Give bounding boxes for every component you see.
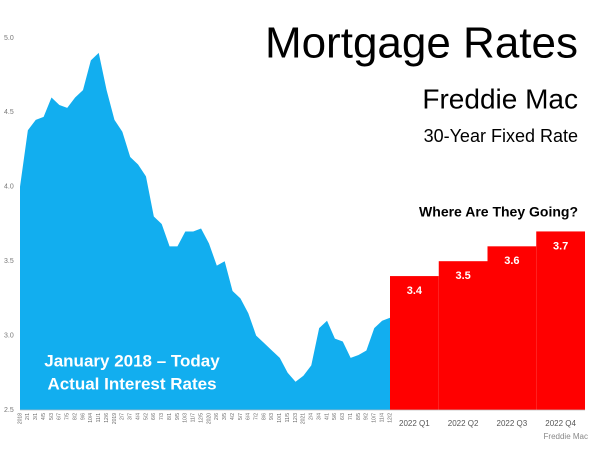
x-tick-label: 9/6	[80, 413, 86, 420]
x-tick-label: 2/7	[120, 413, 126, 420]
x-tick-label: 7/3	[159, 413, 165, 420]
x-tick-label: 4/4	[135, 413, 141, 420]
x-tick-label: 10/7	[372, 413, 378, 423]
forecast-title: Where Are They Going?	[419, 204, 578, 220]
x-tick-label: 7/2	[253, 413, 259, 420]
x-tick-label: 6/3	[340, 413, 346, 420]
y-tick-label: 3.5	[4, 258, 14, 265]
x-tick-label: 9/2	[364, 413, 370, 420]
value-label: 3.5	[455, 270, 470, 282]
x-tick-label: 4/1	[324, 413, 330, 420]
chart-caption: 30-Year Fixed Rate	[424, 126, 578, 146]
x-tick-label: 10/3	[183, 413, 189, 423]
x-tick-label: 6/6	[151, 413, 157, 420]
y-tick-label: 4.0	[4, 184, 14, 191]
x-tick-label: 12/3	[293, 413, 299, 423]
x-tick-label: 9/5	[175, 413, 181, 420]
chart-subtitle: Freddie Mac	[422, 83, 578, 114]
chart-title: Mortgage Rates	[265, 19, 578, 68]
x-tick-label: 2022 Q1	[399, 419, 430, 428]
source: Freddie Mac	[544, 432, 588, 441]
x-tick-label: 4/2	[230, 413, 236, 420]
annotation: January 2018 – Today	[44, 351, 220, 370]
bar	[390, 276, 439, 410]
x-tick-label: 5/3	[49, 413, 55, 420]
x-tick-label: 2/1	[25, 413, 31, 420]
x-tick-label: 5/2	[143, 413, 149, 420]
x-tick-label: 5/7	[238, 413, 244, 420]
x-tick-label: 3/5	[222, 413, 228, 420]
x-tick-label: 5/6	[332, 413, 338, 420]
annotation: Actual Interest Rates	[47, 374, 216, 393]
x-tick-label: 9/3	[269, 413, 275, 420]
x-tick-label: 2022 Q3	[497, 419, 528, 428]
x-tick-label: 11/1	[96, 413, 102, 423]
x-tick-label: 6/7	[57, 413, 63, 420]
bar	[487, 246, 537, 410]
x-tick-label: 2021	[301, 413, 307, 424]
area	[20, 52, 390, 410]
y-tick-label: 3.0	[4, 332, 14, 339]
x-tick-label: 2022 Q2	[448, 419, 479, 428]
x-tick-label: 2/4	[309, 413, 315, 420]
x-tick-label: 7/5	[65, 413, 71, 420]
x-tick-label: 12/2	[387, 413, 393, 423]
x-tick-label: 12/5	[198, 413, 204, 423]
x-tick-label: 3/7	[128, 413, 134, 420]
x-tick-label: 8/5	[356, 413, 362, 420]
x-tick-label: 11/5	[285, 413, 291, 423]
x-tick-label: 2018	[17, 413, 23, 424]
x-tick-label: 8/1	[167, 413, 173, 420]
x-tick-label: 11/4	[379, 413, 385, 423]
bar	[536, 231, 585, 410]
x-tick-label: 8/6	[261, 413, 267, 420]
x-tick-label: 8/2	[72, 413, 78, 420]
x-tick-label: 2/6	[214, 413, 220, 420]
x-tick-label: 3/4	[316, 413, 322, 420]
x-tick-label: 11/7	[191, 413, 197, 423]
value-label: 3.7	[553, 240, 568, 252]
x-tick-label: 3/1	[33, 413, 39, 420]
x-tick-label: 2022 Q4	[545, 419, 576, 428]
x-tick-label: 7/1	[348, 413, 354, 420]
bar	[438, 261, 488, 410]
x-tick-label: 10/4	[88, 413, 94, 423]
x-tick-label: 6/4	[246, 413, 252, 420]
x-tick-label: 2019	[112, 413, 118, 424]
x-tick-label: 4/5	[41, 413, 47, 420]
y-tick-label: 4.5	[4, 109, 14, 116]
y-tick-label: 2.5	[4, 407, 14, 414]
y-tick-label: 5.0	[4, 35, 14, 42]
x-tick-label: 12/6	[104, 413, 110, 423]
value-label: 3.6	[504, 255, 519, 267]
x-tick-label: 2020	[206, 413, 212, 424]
value-label: 3.4	[407, 285, 423, 297]
x-tick-label: 10/1	[277, 413, 283, 423]
